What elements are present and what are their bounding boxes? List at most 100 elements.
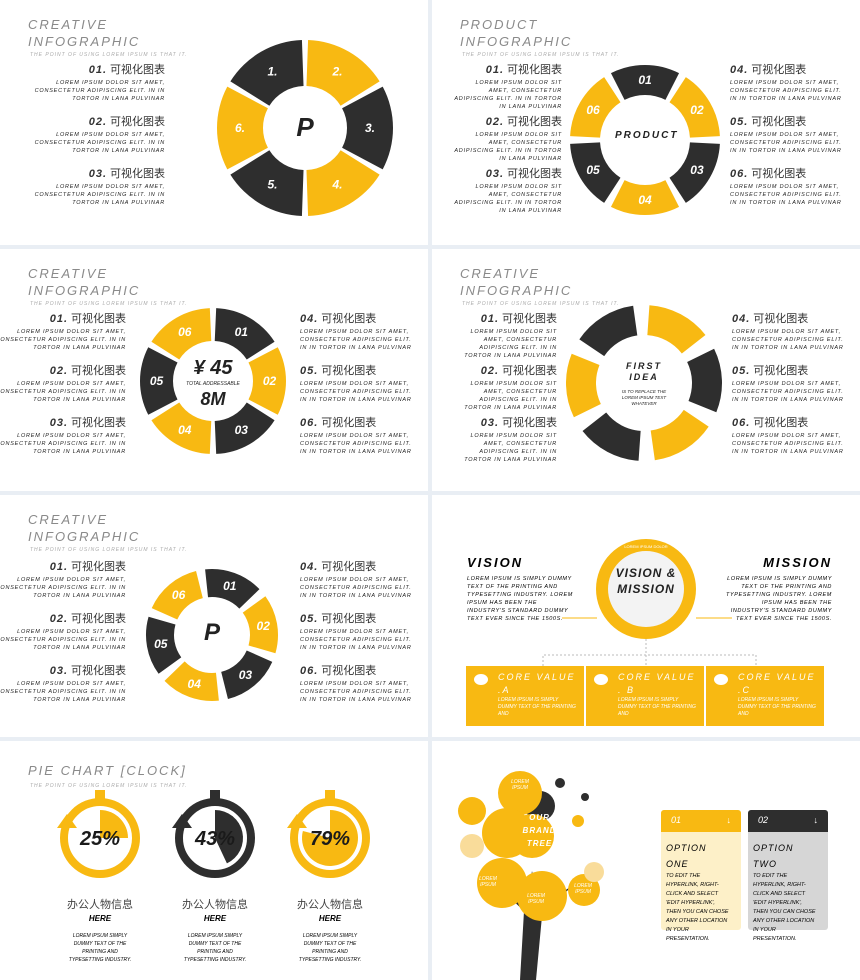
graphic: 01 02 03 04 05 06: [570, 65, 720, 216]
clock-arrow: [287, 814, 307, 828]
item-heading: 01. 可视化图表: [0, 313, 126, 326]
core-value-card[interactable]: CORE VALUE .C LOREM IPSUM IS SIMPLY DUMMY…: [706, 666, 824, 726]
item-text: LOREM IPSUM DOLOR SIT AMET, CONSECTETUR …: [0, 329, 126, 351]
ring-segment: [230, 150, 304, 216]
option-text: TO EDIT THE HYPERLINK, RIGHT-CLICK AND S…: [753, 873, 816, 942]
item-label: 可视化图表: [71, 561, 126, 573]
item-number: 06.: [732, 417, 751, 429]
item-text: LOREM IPSUM DOLOR SIT AMET, CONSECTETUR …: [730, 132, 842, 154]
vision-text: LOREM IPSUM IS SIMPLY DUMMY TEXT OF THE …: [467, 576, 573, 622]
list-item: 03. 可视化图表 LOREM IPSUM DOLOR SIT AMET, CONS…: [0, 665, 126, 704]
item-text: LOREM IPSUM DOLOR SIT AMET, CONSECTETUR …: [730, 80, 842, 102]
list-item: 06. 可视化图表 LOREM IPSUM DOLOR SIT AMET, CONS…: [300, 665, 415, 704]
segment-label: 01: [223, 579, 237, 593]
ring-segment: [151, 308, 212, 360]
title-line-2: INFOGRAPHIC: [28, 529, 141, 544]
segment-label: 02: [690, 103, 704, 117]
clock-ring: [290, 798, 370, 878]
title-line-1: CREATIVE: [28, 512, 109, 527]
tree-dot: [555, 778, 565, 788]
subtitle: THE POINT OF USING LOREM IPSUM IS THAT I…: [462, 301, 620, 307]
item-text: LOREM IPSUM DOLOR SIT AMET, CONSECTETUR …: [300, 433, 412, 455]
list-item: 03. 可视化图表 LOREM IPSUM DOLOR SIT AMET, CONS…: [454, 168, 562, 215]
option-card[interactable]: 02 ↓ OPTION TWO TO EDIT THE HYPERLINK, RIGH…: [748, 810, 828, 942]
segment-label: 02: [257, 619, 271, 633]
item-number: 06.: [300, 417, 319, 429]
core-value-card[interactable]: CORE VALUE .A LOREM IPSUM IS SIMPLY DUMMY…: [466, 666, 584, 726]
item-label: 可视化图表: [751, 64, 807, 76]
clock-label-sub: HERE: [318, 914, 342, 923]
swirl-segment: [566, 353, 601, 418]
item-text: LOREM IPSUM DOLOR SIT AMET, CONSECTETUR …: [454, 132, 562, 162]
slide-3[interactable]: CREATIVE INFOGRAPHIC THE POINT OF USING LO…: [0, 249, 428, 491]
item-heading: 03. 可视化图表: [0, 417, 126, 430]
swirl-segment: [582, 412, 641, 461]
segment-label: 6.: [235, 121, 245, 135]
clock-ring: [60, 798, 140, 878]
segment-label: 04: [638, 193, 652, 207]
core-value-card[interactable]: CORE VALUE . B LOREM IPSUM IS SIMPLY DUMM…: [586, 666, 704, 726]
clock-arrow: [57, 814, 77, 828]
tree-bubble: [517, 871, 567, 921]
list-item: 01. 可视化图表 LOREM IPSUM DOLOR SIT AMET, CONS…: [25, 64, 165, 103]
ring-segment: [306, 150, 380, 216]
segment-label: 06: [178, 325, 192, 339]
item-heading: 03. 可视化图表: [452, 417, 557, 430]
clock-text: LOREM IPSUM SIMPLY DUMMY TEXT OF THE PRI…: [183, 933, 247, 963]
ring-segment: [342, 86, 393, 170]
clock-text: LOREM IPSUM SIMPLY DUMMY TEXT OF THE PRI…: [68, 933, 132, 963]
segment-label: 4.: [331, 177, 342, 191]
list-item: 01. 可视化图表 LOREM IPSUM DOLOR SIT AMET, CONS…: [454, 64, 562, 111]
slide-1[interactable]: CREATIVE INFOGRAPHIC THE POINT OF USING LO…: [0, 0, 428, 245]
list-item: 01. 可视化图表 LOREM IPSUM DOLOR SIT AMET, CONS…: [0, 313, 126, 352]
slide-title: CREATIVE INFOGRAPHIC: [460, 265, 572, 299]
option-header[interactable]: 01 ↓: [661, 810, 741, 832]
clock-label-sub: HERE: [88, 914, 112, 923]
segment-label: 06: [172, 588, 186, 602]
item-label: 可视化图表: [753, 417, 809, 429]
item-label: 可视化图表: [71, 365, 126, 377]
center-title: FIRST IDEA: [626, 361, 662, 382]
item-heading: 06. 可视化图表: [300, 665, 415, 678]
title-line-1: CREATIVE: [28, 266, 109, 281]
list-item: 05. 可视化图表 LOREM IPSUM DOLOR SIT AMET, CONS…: [300, 365, 415, 404]
swirl-segment: [647, 305, 706, 354]
item-number: 02.: [485, 116, 504, 128]
item-text: LOREM IPSUM DOLOR SIT AMET, CONSECTETUR …: [732, 329, 844, 351]
graphic: [458, 771, 604, 980]
slide-6[interactable]: VISION LOREM IPSUM IS SIMPLY DUMMY TEXT O…: [432, 495, 860, 737]
slide-2[interactable]: PRODUCT INFOGRAPHIC THE POINT OF USING LOR…: [432, 0, 860, 245]
slide-8[interactable]: OUR BRAND TREE LOREM IPSUM LOREM IPSUM LORE…: [432, 741, 860, 980]
mission-text: LOREM IPSUM IS SIMPLY DUMMY TEXT OF THE …: [726, 576, 832, 622]
clock-value: 43%: [194, 828, 236, 850]
ring-segment: [217, 86, 268, 170]
segment-label: 04: [178, 423, 192, 437]
option-card[interactable]: 01 ↓ OPTION ONE TO EDIT THE HYPERLINK, RIGH…: [661, 810, 741, 942]
ring-segment: [151, 402, 212, 454]
item-label: 可视化图表: [507, 116, 562, 128]
list-item: 01. 可视化图表 LOREM IPSUM DOLOR SIT AMET, CONS…: [452, 313, 557, 360]
list-item: 03. 可视化图表 LOREM IPSUM DOLOR SIT AMET, CONS…: [452, 417, 557, 464]
item-label: 可视化图表: [507, 168, 562, 180]
slide-5[interactable]: CREATIVE INFOGRAPHIC THE POINT OF USING LO…: [0, 495, 428, 737]
slide-7[interactable]: PIE CHART [CLOCK] THE POINT OF USING LORE…: [0, 741, 428, 980]
subtitle: THE POINT OF USING LOREM IPSUM IS THAT I…: [30, 301, 188, 307]
segment-label: 1.: [267, 65, 277, 79]
title-line-2: INFOGRAPHIC: [460, 34, 573, 49]
title-line-1: PRODUCT: [460, 17, 539, 32]
item-number: 03.: [480, 417, 499, 429]
option-header[interactable]: 02 ↓: [748, 810, 828, 832]
item-heading: 03. 可视化图表: [454, 168, 562, 181]
segment-label: 02: [263, 374, 277, 388]
item-label: 可视化图表: [751, 116, 807, 128]
item-text: LOREM IPSUM DOLOR SIT AMET, CONSECTETUR …: [300, 381, 412, 403]
slide-4[interactable]: CREATIVE INFOGRAPHIC THE POINT OF USING LO…: [432, 249, 860, 491]
item-heading: 02. 可视化图表: [0, 365, 126, 378]
center-value: ¥ 45: [193, 357, 233, 379]
item-label: 可视化图表: [71, 313, 126, 325]
ring-segment: [669, 142, 720, 203]
item-heading: 06. 可视化图表: [732, 417, 847, 430]
option-title: OPTION TWO: [753, 843, 794, 869]
ring-segment: [151, 570, 203, 620]
graphic: 01 02 03 04 05 06: [140, 308, 286, 454]
